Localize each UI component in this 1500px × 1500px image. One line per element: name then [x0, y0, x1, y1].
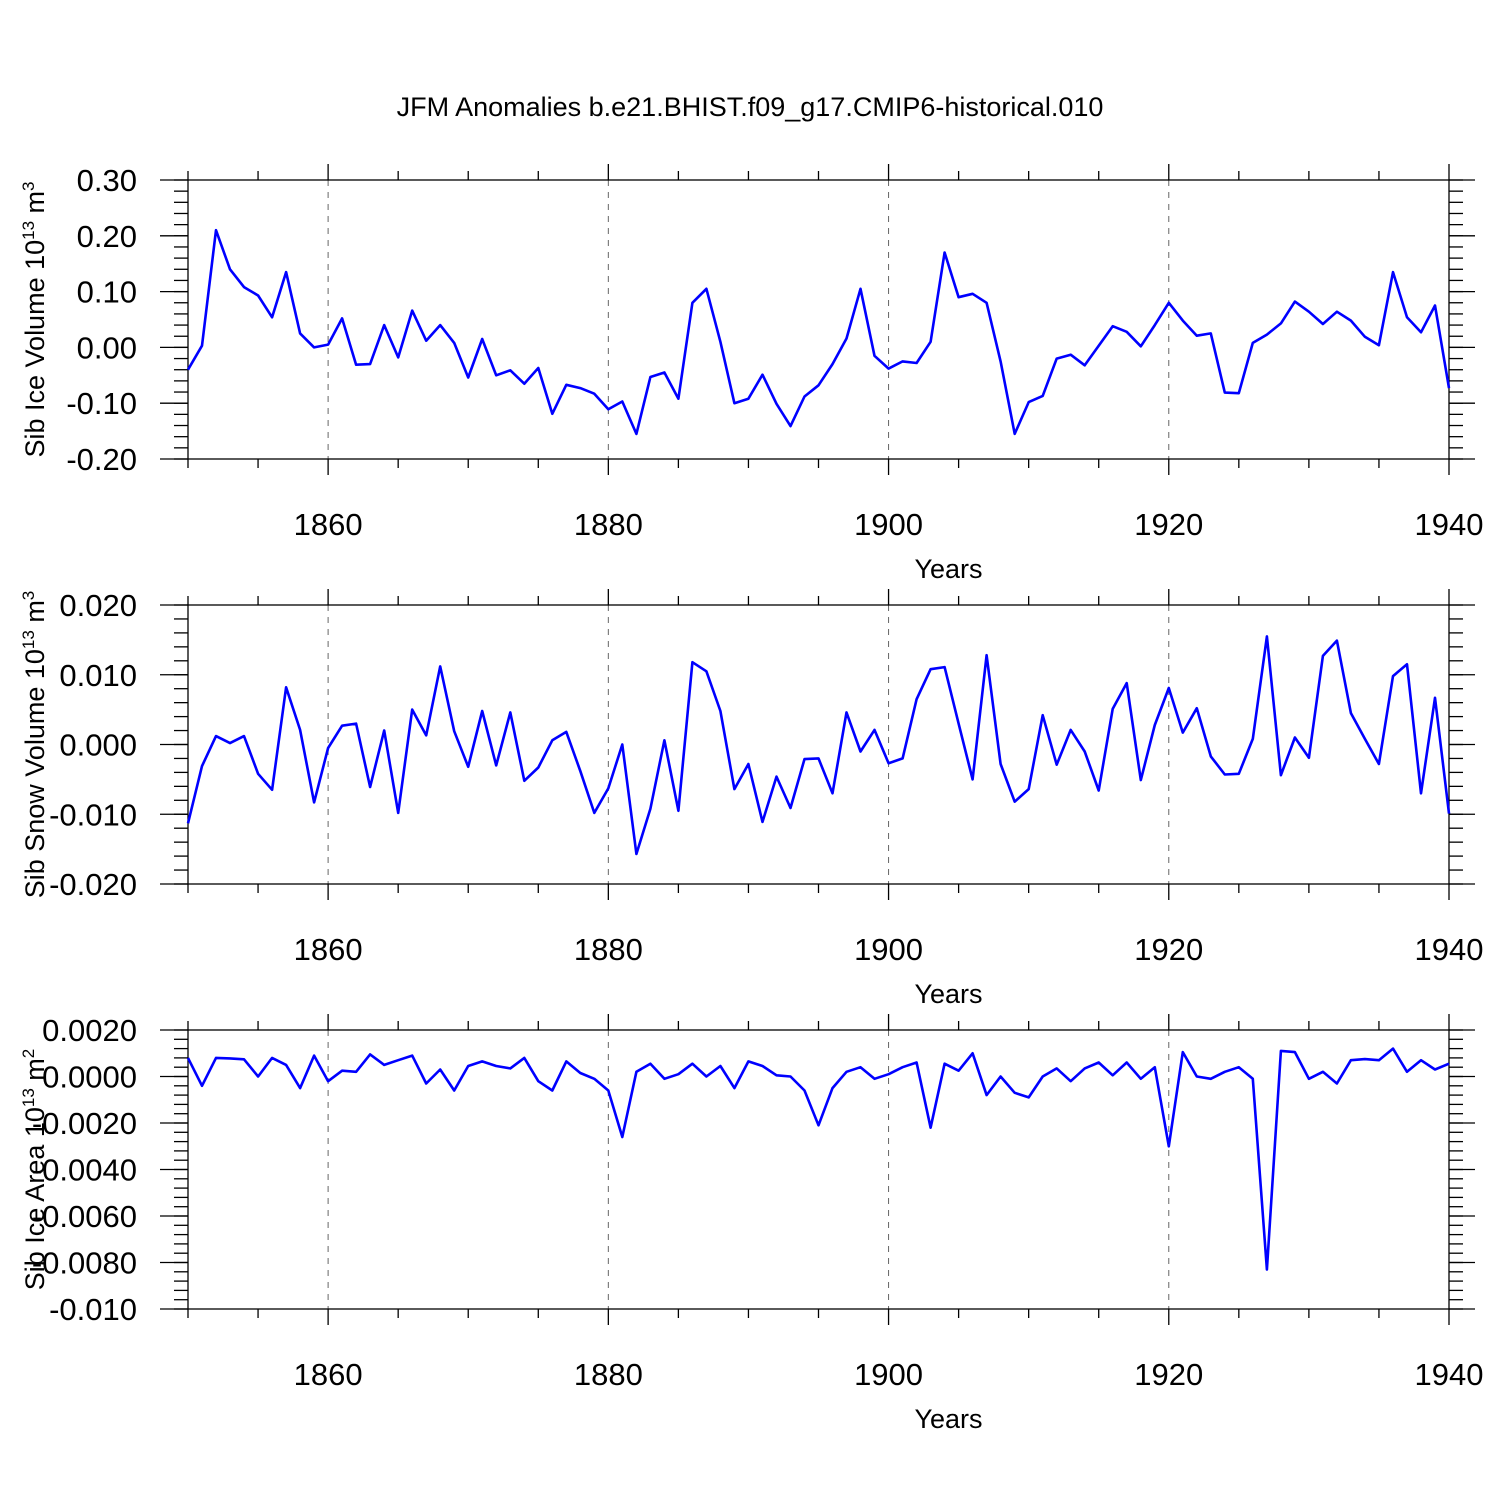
ice-volume-x-axis-title: Years: [914, 554, 982, 584]
ice-area-y-axis-title: Sib Ice Area 1013 m2: [19, 1049, 50, 1291]
ice-area-x-tick-label: 1900: [854, 1357, 923, 1392]
snow-volume-y-tick-label: 0.010: [59, 658, 137, 693]
ice-area-x-axis-title: Years: [914, 1404, 982, 1434]
ice-area-x-tick-label: 1920: [1134, 1357, 1203, 1392]
ice-volume-plot-frame: [187, 179, 1450, 460]
snow-volume-x-axis-title: Years: [914, 979, 982, 1009]
ice-area-series-line: [186, 1047, 1450, 1271]
snow-volume-x-tick-label: 1940: [1415, 932, 1484, 967]
ice-area-y-tick-label: -0.010: [49, 1292, 137, 1327]
ice-volume-y-axis-title: Sib Ice Volume 1013 m3: [19, 181, 50, 457]
snow-volume-y-tick-label: -0.020: [49, 867, 137, 902]
snow-volume-y-tick-label: 0.000: [59, 728, 137, 763]
snow-volume-x-tick-label: 1900: [854, 932, 923, 967]
snow-volume-y-tick-label: -0.010: [49, 797, 137, 832]
snow-volume-y-axis-title: Sib Snow Volume 1013 m3: [19, 591, 50, 899]
ice-volume-y-tick-label: 0.10: [77, 275, 137, 310]
ice-volume-x-tick-label: 1900: [854, 507, 923, 542]
ice-area-y-tick-label: -0.0040: [32, 1153, 137, 1188]
snow-volume-plot-frame: [187, 604, 1450, 885]
snow-volume-x-tick-label: 1860: [294, 932, 363, 967]
ice-volume-y-tick-label: 0.30: [77, 163, 137, 198]
ice-volume-y-tick-label: -0.20: [66, 442, 137, 477]
ice-area-x-tick-label: 1880: [574, 1357, 643, 1392]
ice-area-panel: 1860 1880 1900 1920 1940 -0.010 -0.0080 -0.0060…: [19, 1013, 1483, 1434]
snow-volume-x-tick-label: 1920: [1134, 932, 1203, 967]
ice-area-y-tick-label: 0.0020: [42, 1013, 137, 1048]
ice-volume-y-tick-label: -0.10: [66, 386, 137, 421]
ice-volume-panel: 1860 1880 1900 1920 1940 -0.20 -0.10 0.00 0.10 0.…: [19, 163, 1483, 584]
ice-area-x-tick-label: 1940: [1415, 1357, 1484, 1392]
ice-area-y-tick-label: -0.0080: [32, 1246, 137, 1281]
ice-volume-y-tick-label: 0.20: [77, 219, 137, 254]
ice-volume-x-tick-label: 1920: [1134, 507, 1203, 542]
ice-volume-x-tick-label: 1940: [1415, 507, 1484, 542]
ice-volume-x-tick-label: 1860: [294, 507, 363, 542]
snow-volume-panel: 1860 1880 1900 1920 1940 -0.020 -0.010 0.000 0.0…: [19, 588, 1483, 1009]
snow-volume-series-line: [186, 635, 1451, 856]
ice-area-y-tick-label: -0.0060: [32, 1199, 137, 1234]
ice-area-x-tick-label: 1860: [294, 1357, 363, 1392]
ice-volume-series-line: [186, 228, 1451, 436]
figure-title: JFM Anomalies b.e21.BHIST.f09_g17.CMIP6-…: [397, 92, 1104, 122]
ice-area-y-tick-label: 0.0000: [42, 1060, 137, 1095]
snow-volume-x-tick-label: 1880: [574, 932, 643, 967]
ice-volume-x-tick-label: 1880: [574, 507, 643, 542]
ice-area-y-tick-label: -0.0020: [32, 1106, 137, 1141]
ice-volume-y-tick-label: 0.00: [77, 330, 137, 365]
snow-volume-y-tick-label: 0.020: [59, 588, 137, 623]
